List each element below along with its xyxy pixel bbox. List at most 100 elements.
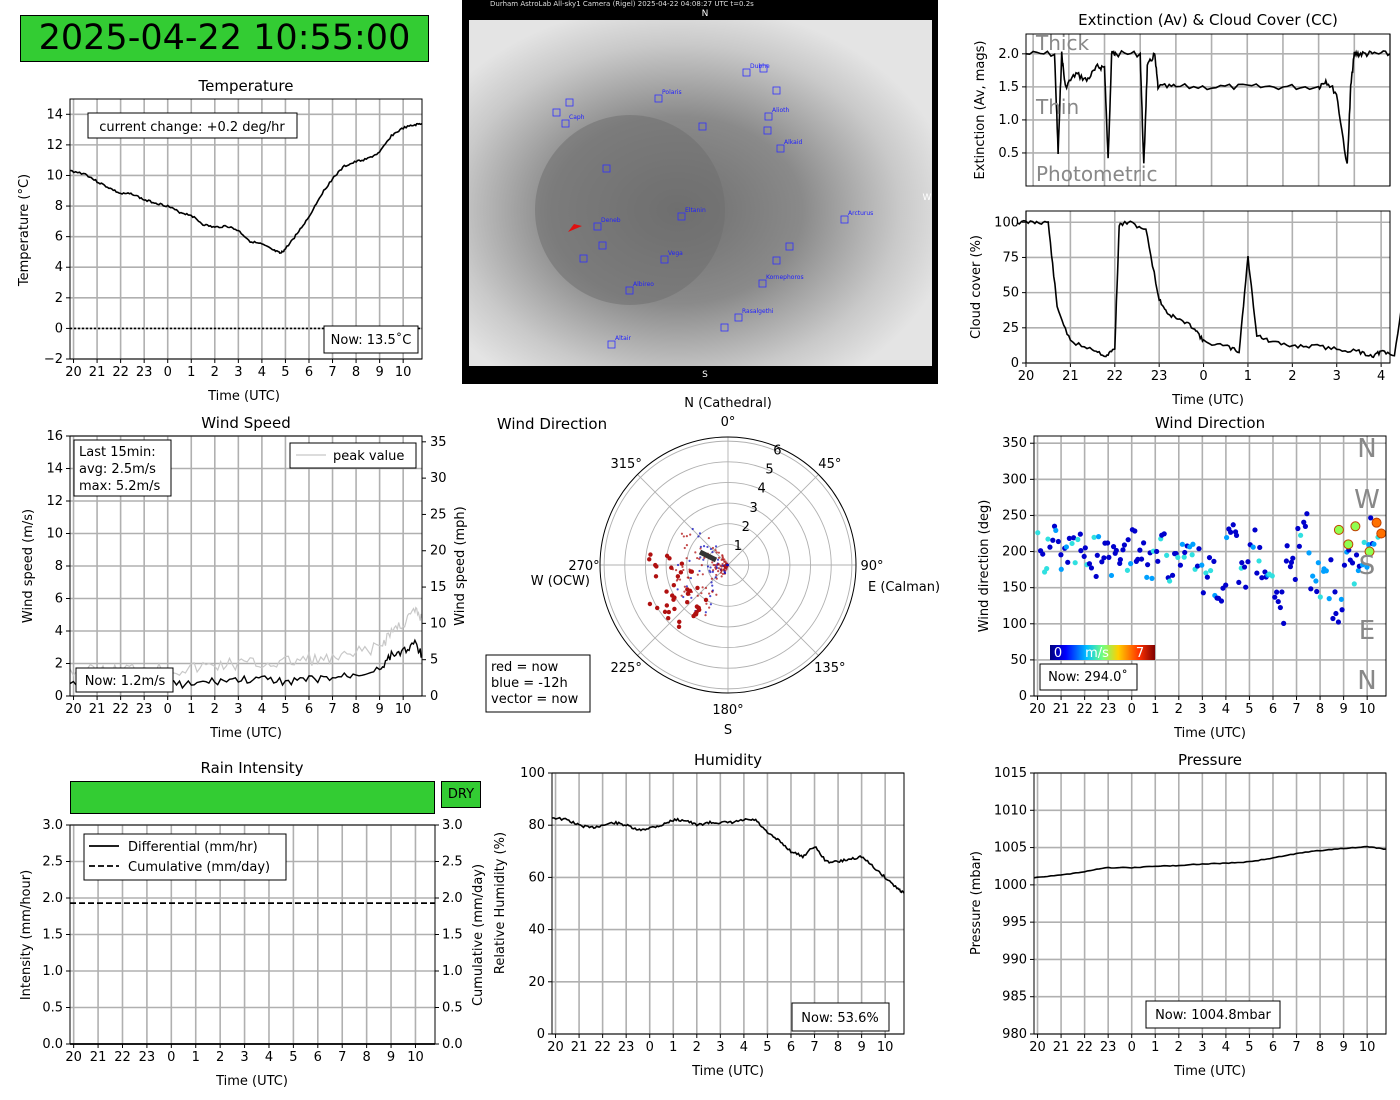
temp-xtick-label: 5 (281, 365, 289, 380)
cc-xtick-label: 0 (1199, 369, 1207, 384)
wd-xtick-label: 9 (1339, 702, 1347, 717)
wd-point (1310, 573, 1316, 579)
temperature-line (69, 122, 423, 254)
polar-point-large (676, 624, 682, 629)
temp-ytick-label: 2 (55, 291, 63, 306)
wd-point (1117, 560, 1123, 567)
star-marker (785, 242, 794, 251)
rain-legend-box (83, 833, 287, 881)
wd-ylabel: Wind direction (deg) (977, 500, 992, 633)
wd-ytick-label: 350 (1002, 436, 1027, 451)
wd-point (1161, 531, 1167, 537)
polar-point (688, 559, 691, 563)
polar-point (685, 535, 688, 538)
polar-point (682, 595, 685, 599)
rain-xtick-label: 22 (114, 1050, 131, 1065)
ws-xtick-label: 2 (211, 702, 219, 717)
pres-title: Pressure (1178, 751, 1242, 769)
ws-stats-line: avg: 2.5m/s (79, 462, 156, 477)
wd-point (1196, 546, 1202, 552)
pres-now: Now: 1004.8mbar (1155, 1008, 1271, 1023)
polar-point-large (677, 619, 682, 625)
polar-point (685, 543, 689, 547)
polar-point-large (679, 561, 685, 566)
polar-point (711, 551, 714, 554)
polar-point (717, 567, 721, 570)
star-marker (758, 279, 767, 288)
polar-point (721, 572, 725, 576)
wd-ytick-label: 200 (1002, 545, 1027, 560)
wd-point-recent (1333, 524, 1344, 535)
star-label: Deneb (601, 217, 621, 224)
polar-point-large (693, 612, 699, 617)
hum-ylabel: Relative Humidity (%) (493, 832, 508, 974)
polar-point (699, 547, 702, 550)
ws-ylabel: Wind speed (m/s) (21, 509, 36, 623)
polar-legend-box (485, 654, 591, 713)
polar-legend-line: vector = now (491, 692, 579, 707)
wd-point (1177, 562, 1184, 568)
pres-xtick-label: 22 (1076, 1040, 1093, 1055)
rain-ylabel: Intensity (mm/hour) (19, 870, 34, 1000)
temp-xlabel: Time (UTC) (207, 389, 280, 404)
polar-point-large (664, 603, 670, 608)
wd-point (1339, 607, 1345, 613)
temp-now: Now: 13.5˚C (331, 332, 412, 348)
polar-point (691, 527, 694, 531)
wd-point-recent (1364, 546, 1375, 557)
wd-point (1256, 558, 1262, 564)
wd-point (1259, 575, 1265, 581)
polar-point (700, 592, 703, 595)
ws-ytick2-label: 15 (430, 580, 447, 595)
sky-north-label: N (702, 9, 709, 19)
wd-point (1091, 534, 1097, 540)
polar-spoke (637, 474, 729, 566)
hum-xtick-label: 1 (669, 1040, 677, 1055)
star-marker (579, 254, 588, 263)
wd-point (1128, 561, 1134, 567)
temp-ylabel: Temperature (°C) (17, 174, 32, 287)
pres-xtick-label: 5 (1245, 1040, 1253, 1055)
star-marker (602, 164, 611, 173)
ws-xtick-label: 9 (375, 702, 383, 717)
rain2-ytick-label: 1.0 (442, 964, 463, 979)
wd-point (1179, 541, 1185, 547)
wd-xtick-label: 2 (1175, 702, 1183, 717)
ws-ytick2-label: 10 (430, 616, 447, 631)
polar-point (683, 585, 686, 588)
wd-point (1313, 578, 1319, 584)
wd-point (1075, 536, 1081, 543)
wd-cbar-max: 7 (1136, 646, 1144, 661)
polar-point (717, 563, 720, 566)
rain-xtick-label: 6 (314, 1050, 322, 1065)
polar-legend-line: red = now (491, 660, 559, 675)
cc-xtick-label: 4 (1377, 369, 1385, 384)
temp-ytick-label: 10 (46, 168, 63, 183)
wd-point (1274, 589, 1280, 595)
wd-point (1290, 555, 1296, 561)
rain-xtick-label: 7 (338, 1050, 346, 1065)
temp-xtick-label: 3 (234, 365, 242, 380)
polar-point (717, 551, 720, 554)
wd-point (1094, 552, 1100, 558)
sky-camera-header: Durham AstroLab All-sky1 Camera (Rigel) … (490, 0, 754, 8)
wd-point (1125, 537, 1131, 543)
polar-point (711, 570, 714, 573)
wd-point (1252, 527, 1258, 533)
wd-point (1040, 551, 1046, 557)
wd-point (1351, 581, 1357, 587)
wd-xtick-label: 0 (1128, 702, 1136, 717)
polar-point (709, 547, 713, 551)
polar-angle-label: 45° (818, 457, 841, 472)
hum-xlabel: Time (UTC) (691, 1064, 764, 1079)
ws-ytick-label: 12 (46, 494, 63, 509)
star-marker (561, 119, 570, 128)
wd-point (1230, 522, 1236, 528)
polar-point-large (653, 562, 658, 568)
star-label: Polaris (662, 89, 682, 96)
pres-ytick-label: 1010 (994, 803, 1027, 818)
temp-xtick-label: 2 (211, 365, 219, 380)
wd-point (1257, 544, 1263, 551)
wd-colorbar (1050, 645, 1155, 660)
wd-point-recent (1376, 528, 1387, 539)
